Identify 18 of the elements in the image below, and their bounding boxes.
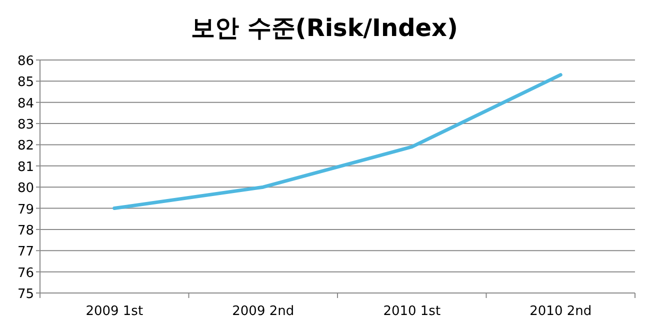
- y-tick-label: 77: [17, 244, 34, 260]
- y-tick-label: 76: [17, 266, 34, 281]
- x-tick-label: 2009 1st: [86, 304, 144, 319]
- y-tick-label: 84: [17, 96, 34, 112]
- x-tick-label: 2010 1st: [383, 304, 441, 319]
- y-tick-label: 85: [17, 75, 34, 90]
- y-tick-label: 82: [17, 138, 34, 154]
- line-series: [112, 73, 562, 210]
- y-tick-label: 86: [17, 54, 34, 69]
- y-tick-label: 81: [17, 160, 34, 175]
- y-tick-label: 79: [17, 202, 34, 218]
- x-tick-label: 2009 2nd: [232, 304, 294, 319]
- chart-title: 보안 수준(Risk/Index): [191, 14, 458, 42]
- y-tick-label: 78: [17, 223, 34, 238]
- y-tick-label: 83: [17, 118, 34, 133]
- y-tick-label: 80: [17, 181, 34, 196]
- y-tick-label: 75: [17, 287, 34, 302]
- x-tick-label: 2010 2nd: [530, 304, 592, 319]
